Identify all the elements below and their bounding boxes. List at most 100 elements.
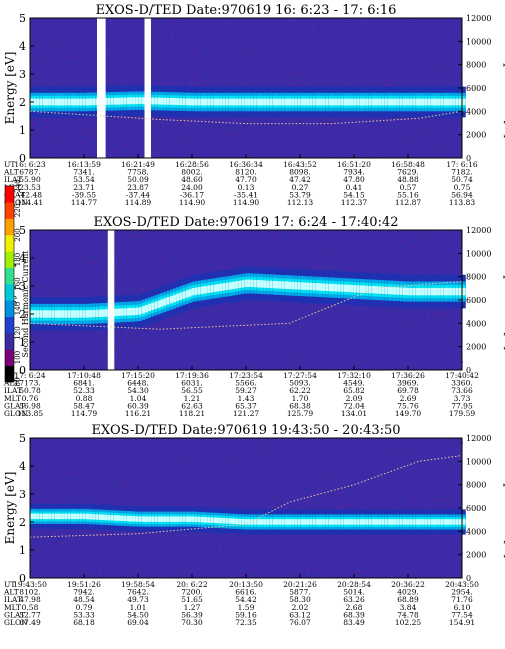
band-cell bbox=[427, 519, 432, 525]
noise-dot bbox=[329, 259, 331, 261]
noise-dot bbox=[176, 471, 178, 473]
noise-dot bbox=[297, 20, 299, 22]
noise-dot bbox=[95, 355, 97, 357]
noise-dot bbox=[57, 452, 59, 454]
noise-dot bbox=[339, 487, 341, 490]
noise-dot bbox=[231, 451, 233, 453]
noise-dot bbox=[274, 544, 276, 547]
band-cell bbox=[95, 514, 99, 520]
noise-dot bbox=[70, 119, 72, 121]
noise-dot bbox=[62, 262, 64, 264]
noise-dot bbox=[298, 258, 300, 260]
noise-dot bbox=[220, 546, 222, 548]
noise-dot bbox=[78, 23, 80, 25]
noise-dot bbox=[272, 462, 274, 464]
noise-dot bbox=[207, 251, 209, 253]
noise-dot bbox=[249, 120, 251, 122]
band-cell bbox=[70, 98, 75, 106]
noise-dot bbox=[294, 356, 296, 358]
band-cell bbox=[284, 519, 289, 525]
noise-dot bbox=[411, 41, 413, 43]
noise-dot bbox=[378, 35, 380, 37]
noise-dot bbox=[427, 67, 429, 70]
noise-dot bbox=[372, 55, 374, 58]
noise-dot bbox=[366, 80, 368, 82]
noise-dot bbox=[422, 446, 424, 448]
band-cell bbox=[117, 515, 121, 521]
noise-dot bbox=[38, 236, 40, 238]
noise-dot bbox=[55, 37, 57, 39]
table-cell: 118.21 bbox=[179, 409, 205, 418]
noise-dot bbox=[31, 268, 34, 270]
band-cell bbox=[194, 287, 199, 295]
band-cell bbox=[406, 98, 410, 106]
table-cell: 2.69 bbox=[400, 394, 417, 403]
noise-dot bbox=[171, 485, 173, 487]
table-cell: 6448. bbox=[127, 379, 148, 388]
noise-dot bbox=[38, 289, 41, 291]
noise-dot bbox=[434, 125, 436, 127]
band-cell bbox=[375, 98, 379, 106]
noise-dot bbox=[127, 39, 129, 41]
noise-dot bbox=[135, 81, 137, 83]
noise-dot bbox=[129, 33, 131, 35]
noise-dot bbox=[51, 247, 53, 249]
band-cell bbox=[455, 287, 460, 296]
noise-dot bbox=[97, 551, 100, 553]
noise-dot bbox=[332, 348, 334, 350]
noise-dot bbox=[211, 549, 213, 551]
noise-dot bbox=[44, 118, 46, 120]
band-cell bbox=[244, 279, 249, 288]
noise-dot bbox=[252, 23, 254, 25]
band-cell bbox=[173, 294, 177, 303]
noise-dot bbox=[210, 248, 212, 250]
noise-dot bbox=[193, 65, 196, 67]
table-cell: 17: 6:16 bbox=[446, 160, 478, 169]
y2-tick-label: 8000 bbox=[466, 61, 486, 70]
noise-dot bbox=[192, 360, 194, 362]
noise-dot bbox=[237, 461, 239, 463]
noise-dot bbox=[411, 70, 414, 72]
noise-dot bbox=[370, 576, 372, 578]
band-cell bbox=[166, 98, 171, 105]
noise-dot bbox=[216, 133, 218, 135]
table-cell: 0.88 bbox=[76, 394, 93, 403]
noise-dot bbox=[140, 236, 142, 238]
noise-dot bbox=[138, 36, 140, 38]
row-label: ILAT bbox=[4, 386, 22, 395]
noise-dot bbox=[369, 485, 371, 488]
noise-dot bbox=[127, 349, 129, 351]
noise-dot bbox=[192, 446, 194, 448]
band-cell bbox=[455, 98, 460, 106]
noise-dot bbox=[262, 315, 264, 317]
noise-dot bbox=[412, 36, 414, 38]
noise-dot bbox=[449, 503, 451, 505]
noise-dot bbox=[265, 137, 267, 139]
table-cell: 17:23:54 bbox=[229, 371, 263, 380]
noise-dot bbox=[278, 464, 280, 466]
band-cell bbox=[169, 516, 174, 522]
noise-dot bbox=[116, 439, 118, 441]
noise-dot bbox=[82, 58, 85, 61]
noise-dot bbox=[177, 542, 179, 544]
band-cell bbox=[300, 98, 305, 106]
noise-dot bbox=[197, 485, 200, 487]
ephemeris-table: UTALTILATMLTGLATGLON17: 6:247173.50.780.… bbox=[3, 371, 479, 418]
noise-dot bbox=[330, 570, 332, 572]
noise-dot bbox=[77, 69, 79, 71]
noise-dot bbox=[57, 248, 59, 250]
noise-dot bbox=[265, 43, 267, 45]
noise-dot bbox=[370, 255, 372, 258]
noise-dot bbox=[332, 473, 334, 475]
noise-dot bbox=[250, 355, 252, 357]
noise-dot bbox=[86, 448, 89, 450]
noise-dot bbox=[188, 332, 190, 334]
noise-dot bbox=[420, 236, 422, 238]
table-cell: 24.00 bbox=[181, 183, 203, 192]
noise-dot bbox=[447, 147, 449, 149]
noise-dot bbox=[191, 450, 193, 452]
noise-dot bbox=[82, 35, 84, 37]
noise-dot bbox=[278, 21, 280, 23]
noise-dot bbox=[200, 33, 202, 35]
noise-dot bbox=[224, 364, 226, 366]
